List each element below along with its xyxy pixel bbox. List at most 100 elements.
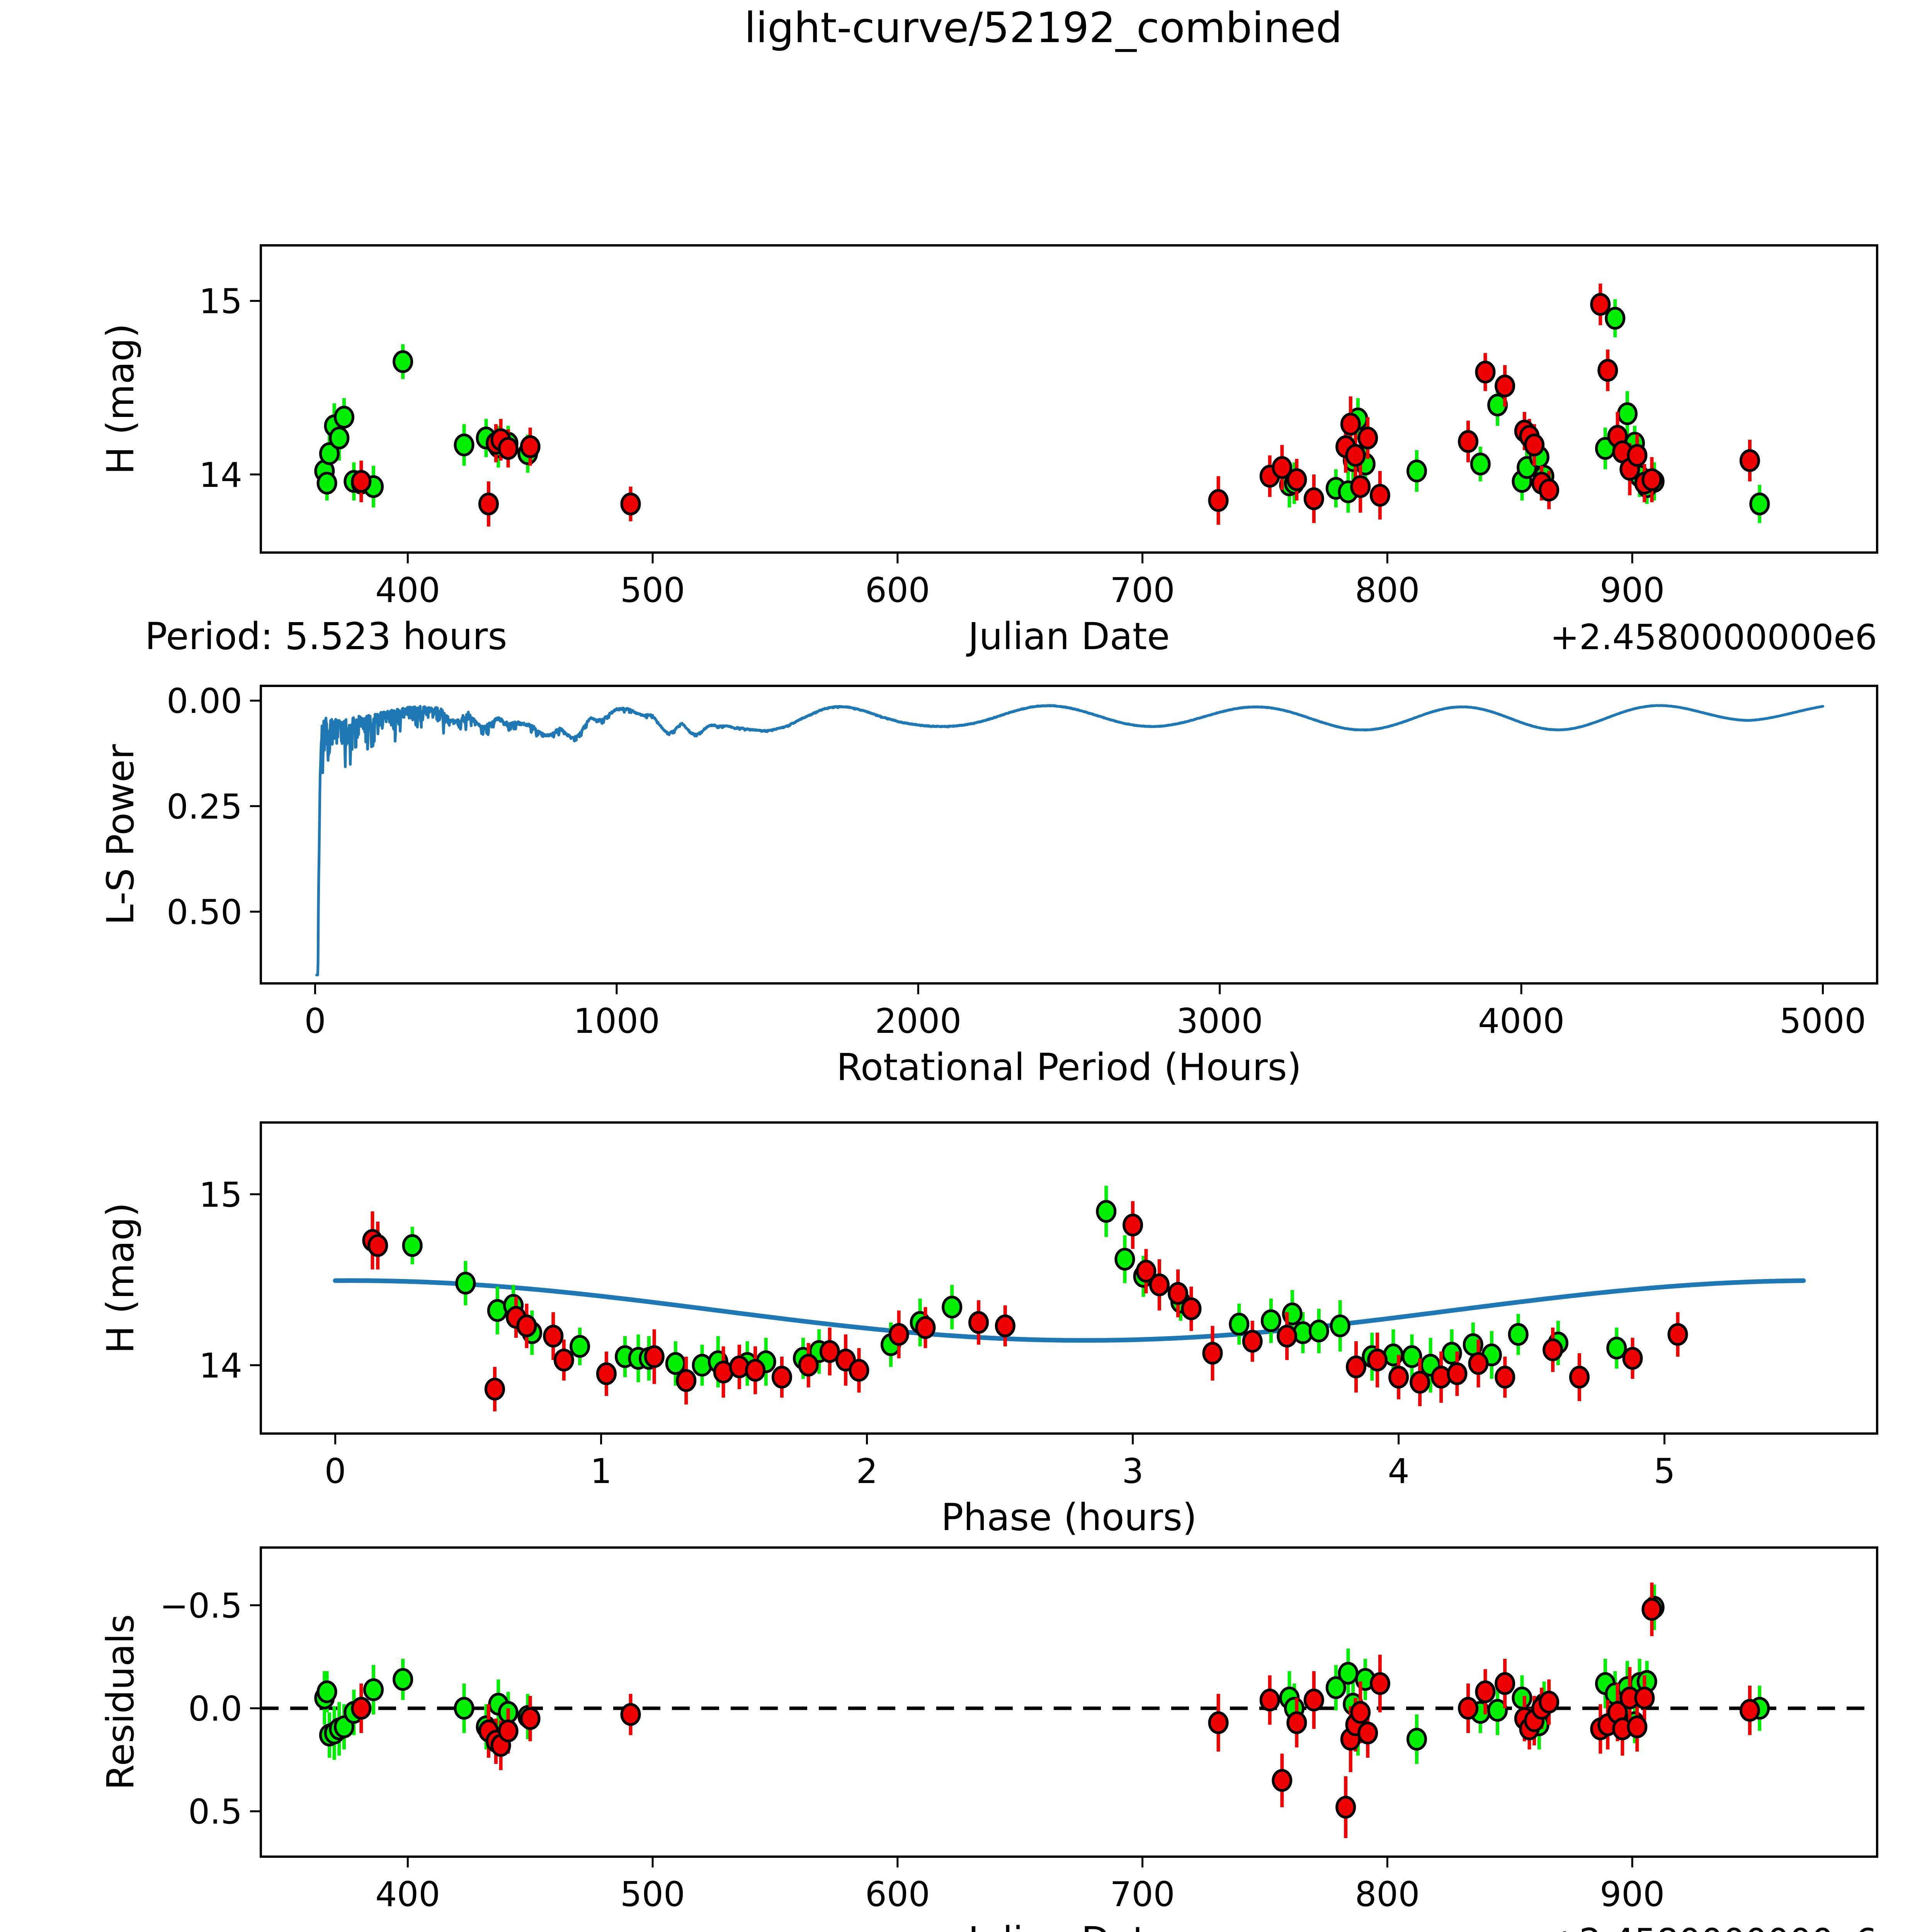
- y-tick-label: 0.5: [188, 1792, 242, 1832]
- sine-fit-curve: [333, 1278, 1806, 1343]
- data-point: [1606, 1337, 1627, 1360]
- light-curve-ylabel: H (mag): [99, 323, 142, 474]
- y-tick-label: 0.25: [167, 787, 242, 827]
- data-point: [1739, 1699, 1760, 1722]
- data-point: [1096, 1200, 1117, 1223]
- x-tick-label: 900: [1600, 1874, 1665, 1914]
- x-tick-label: 800: [1355, 570, 1420, 610]
- data-point: [454, 1697, 474, 1720]
- data-point: [543, 1325, 564, 1348]
- data-point: [455, 1272, 476, 1295]
- residuals-xlabel: Julian Date: [966, 1919, 1170, 1932]
- data-point: [968, 1311, 989, 1334]
- data-point: [1345, 444, 1366, 467]
- periodogram-ylabel: L-S Power: [99, 744, 142, 925]
- data-point: [888, 1323, 909, 1346]
- data-point: [1641, 1598, 1662, 1621]
- data-point: [1208, 489, 1229, 512]
- phase-folded-frame: [260, 1121, 1878, 1435]
- data-point: [1468, 1352, 1489, 1375]
- x-tick-label: 400: [375, 1874, 440, 1914]
- plot-border: [260, 685, 1878, 985]
- data-point: [1136, 1260, 1156, 1283]
- data-point: [1627, 444, 1648, 467]
- data-point: [1350, 475, 1371, 498]
- data-point: [1208, 1711, 1229, 1734]
- data-point: [478, 492, 499, 515]
- data-point: [995, 1314, 1015, 1337]
- light-curve-frame: [260, 244, 1878, 554]
- data-point: [771, 1366, 792, 1389]
- data-point: [351, 470, 372, 493]
- light-curve-series-red: [351, 283, 1760, 527]
- data-point: [1475, 1680, 1496, 1703]
- phase-folded-y-axis: 14 15 H (mag): [99, 1175, 261, 1386]
- residuals-x-offset: +2.4580000000e6: [1550, 1921, 1877, 1932]
- periodogram-xlabel: Rotational Period (Hours): [837, 1046, 1302, 1089]
- y-tick-label: 14: [199, 455, 242, 495]
- y-tick-label: 15: [199, 282, 242, 321]
- x-tick-label: 3: [1122, 1451, 1144, 1491]
- data-point: [1340, 413, 1361, 436]
- data-point: [1277, 1325, 1298, 1348]
- panel-light-curve: 400 500 600 700 800 900 Julian Date +2.45800000…: [0, 0, 1932, 658]
- data-point: [1168, 1282, 1189, 1305]
- x-tick-label: 800: [1355, 1874, 1420, 1914]
- data-point: [1447, 1362, 1468, 1385]
- data-point: [1634, 1686, 1655, 1709]
- data-point: [1357, 1721, 1378, 1745]
- data-point: [1622, 1347, 1643, 1370]
- data-point: [393, 350, 413, 373]
- residuals-series-red: [351, 1582, 1760, 1838]
- data-point: [484, 1378, 505, 1401]
- periodogram-x-axis: 0 1000 2000 3000 4000 5000 Rotational Period (…: [304, 983, 1866, 1089]
- x-tick-label: 400: [375, 570, 440, 610]
- residuals-y-axis: −0.5 0.0 0.5 Residuals: [99, 1586, 261, 1832]
- data-point: [1229, 1313, 1250, 1336]
- data-point: [319, 442, 340, 465]
- phase-folded-ylabel: H (mag): [99, 1202, 142, 1354]
- data-point: [1749, 492, 1770, 515]
- data-point: [1308, 1320, 1329, 1343]
- light-curve-x-offset: +2.4580000000e6: [1550, 617, 1877, 658]
- y-tick-label: 0.50: [167, 892, 242, 932]
- data-point: [1122, 1213, 1143, 1236]
- data-point: [620, 492, 641, 515]
- data-point: [849, 1359, 869, 1382]
- data-point: [1470, 452, 1491, 476]
- data-point: [363, 1678, 384, 1701]
- phase-folded-xlabel: Phase (hours): [941, 1496, 1197, 1539]
- data-point: [1303, 487, 1324, 510]
- residuals-series-green: [314, 1585, 1770, 1764]
- y-tick-label: 0.0: [188, 1689, 242, 1729]
- data-point: [1539, 478, 1560, 502]
- data-point: [1369, 1672, 1390, 1695]
- data-point: [1410, 1371, 1430, 1394]
- data-point: [1330, 1314, 1350, 1337]
- x-tick-label: 900: [1600, 570, 1665, 610]
- data-point: [1524, 434, 1545, 457]
- data-point: [516, 1314, 537, 1337]
- data-point: [1512, 1686, 1532, 1709]
- period-annotation: Period: 5.523 hours: [145, 615, 507, 658]
- data-point: [819, 1340, 840, 1363]
- x-tick-label: 600: [865, 1874, 930, 1914]
- light-curve-y-axis: 14 15 H (mag): [99, 282, 261, 495]
- data-point: [1487, 1699, 1508, 1722]
- x-tick-label: 700: [1110, 1874, 1175, 1914]
- data-point: [1325, 1676, 1346, 1699]
- residuals-ylabel: Residuals: [99, 1614, 142, 1790]
- phase-folded-x-axis: 0 1 2 3 4 5 Phase (hours): [325, 1434, 1675, 1539]
- data-point: [798, 1354, 819, 1377]
- data-point: [402, 1234, 423, 1257]
- y-tick-label: −0.5: [160, 1586, 242, 1626]
- data-point: [329, 427, 350, 450]
- panel-periodogram: 0 1000 2000 3000 4000 5000 Rotational Period (…: [99, 681, 1878, 1089]
- data-point: [1605, 307, 1626, 330]
- y-tick-label: 0.00: [167, 681, 242, 721]
- data-point: [333, 406, 354, 429]
- data-point: [745, 1359, 766, 1382]
- data-point: [1495, 1672, 1515, 1695]
- plot-border: [260, 1121, 1878, 1435]
- data-point: [1401, 1345, 1422, 1368]
